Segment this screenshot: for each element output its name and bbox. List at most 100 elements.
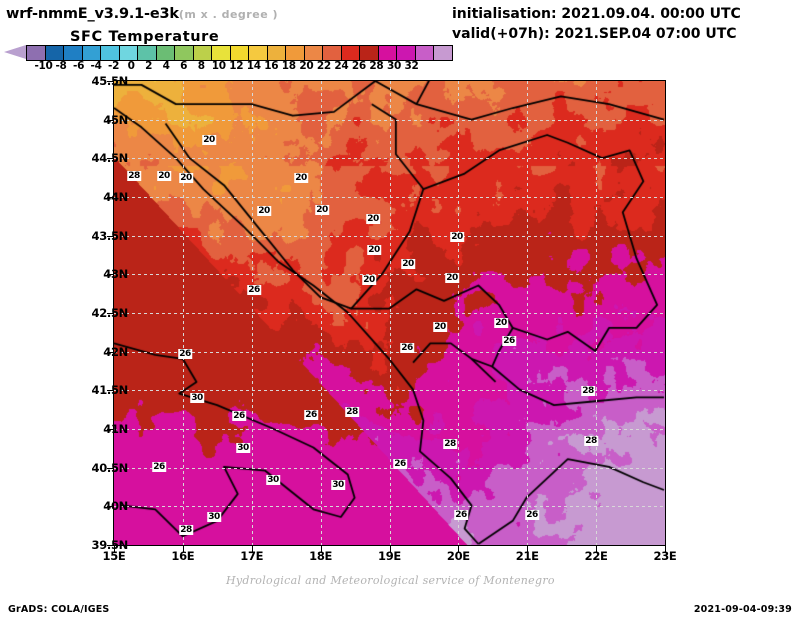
gridline-lat [114, 236, 665, 237]
colorbar-swatch-22 [434, 46, 452, 60]
colorbar-tick-26: 26 [351, 60, 366, 72]
gridline-lat [114, 468, 665, 469]
lat-tick [107, 197, 113, 198]
colorbar: -10 -8 -6 -4 -2 0 2 4 6 8 10 12 14 16 18 20 22 24 26 28 30 32 [4, 45, 453, 75]
contour-label-28: 28 [179, 525, 193, 535]
lon-label-18E: 18E [309, 549, 333, 563]
gridline-lon [596, 81, 597, 545]
colorbar-tick-2: 2 [145, 60, 153, 72]
lon-tick [182, 546, 184, 552]
contour-label-26: 26 [502, 336, 516, 346]
colorbar-tick--2: -2 [108, 60, 120, 72]
colorbar-tick--10: -10 [34, 60, 53, 72]
contour-label-20: 20 [366, 214, 380, 224]
colorbar-tick-22: 22 [316, 60, 331, 72]
lat-tick [107, 467, 113, 469]
contour-label-20: 20 [450, 232, 464, 242]
lon-tick [527, 546, 529, 552]
contour-label-28: 28 [443, 439, 457, 449]
valid-time: valid(+07h): 2021.SEP.04 07:00 UTC [452, 26, 737, 42]
lon-label-17E: 17E [240, 549, 264, 563]
colorbar-swatch-16 [323, 46, 342, 60]
lon-tick [114, 546, 115, 552]
contour-label-20: 20 [401, 259, 415, 269]
lon-label-15E: 15E [102, 549, 126, 563]
colorbar-swatch-19 [378, 46, 398, 60]
lon-tick [596, 546, 598, 552]
lat-tick [107, 313, 113, 314]
lat-tick [107, 158, 113, 160]
render-timestamp: 2021-09-04-09:39 [693, 604, 792, 615]
colorbar-tick-10: 10 [211, 60, 226, 72]
contour-label-20: 20 [294, 173, 308, 183]
contour-label-20: 20 [362, 275, 376, 285]
colorbar-swatch-20 [397, 46, 416, 60]
colorbar-tick-20: 20 [299, 60, 314, 72]
model-name: wrf-nmmE_v3.9.1-e3k [6, 6, 179, 22]
colorbar-tick--6: -6 [73, 60, 85, 72]
lat-tick [107, 81, 113, 82]
contour-label-26: 26 [454, 510, 468, 520]
contour-label-26: 26 [152, 462, 166, 472]
colorbar-underflow-arrow-icon [4, 45, 26, 59]
colorbar-swatch-8 [175, 46, 194, 60]
lat-tick [107, 351, 113, 353]
lon-label-19E: 19E [378, 549, 401, 563]
lat-tick [107, 119, 113, 121]
contour-label-20: 20 [157, 171, 171, 181]
colorbar-swatch-7 [156, 46, 176, 60]
lat-tick [107, 429, 113, 430]
lat-tick [107, 545, 113, 546]
contour-label-28: 28 [584, 436, 598, 446]
gridline-lon [390, 81, 391, 545]
contour-label-28: 28 [345, 407, 359, 417]
lon-tick [665, 546, 666, 552]
lon-tick [389, 546, 391, 552]
colorbar-swatch-0 [27, 46, 46, 60]
gridline-lon [183, 81, 184, 545]
contour-label-26: 26 [247, 285, 261, 295]
lon-label-20E: 20E [446, 549, 470, 563]
colorbar-swatch-15 [304, 46, 324, 60]
colorbar-swatch-21 [415, 46, 435, 60]
map-plot-area: 20 28 20 20 20 20 20 20 20 20 26 20 20 20 20 20 26 26 26 26… [113, 80, 666, 546]
lat-label-45N: 45N [103, 112, 128, 127]
lon-tick [320, 546, 322, 552]
colorbar-swatch-4 [101, 46, 120, 60]
contour-label-26: 26 [525, 510, 539, 520]
agency-credit: Hydrological and Meteorological service … [226, 574, 555, 587]
lon-tick [251, 546, 253, 552]
contour-label-30: 30 [236, 443, 250, 453]
initialisation-time: initialisation: 2021.09.04. 00:00 UTC [452, 6, 741, 22]
lat-label-42N: 42N [103, 344, 128, 359]
colorbar-tick-30: 30 [386, 60, 401, 72]
colorbar-tick-0: 0 [127, 60, 135, 72]
contour-label-30: 30 [266, 475, 280, 485]
gridline-lon [321, 81, 322, 545]
colorbar-tick-16: 16 [264, 60, 279, 72]
lon-label-22E: 22E [584, 549, 608, 563]
gridline-lat [114, 352, 665, 353]
colorbar-swatch-3 [82, 46, 102, 60]
grads-attribution: GrADS: COLA/IGES [8, 604, 110, 615]
lat-label-41N: 41N [103, 422, 128, 436]
lat-label-40N: 40N [103, 499, 128, 514]
contour-label-20: 20 [367, 245, 381, 255]
contour-label-20: 20 [257, 206, 271, 216]
colorbar-tick-12: 12 [229, 60, 244, 72]
colorbar-tick-14: 14 [246, 60, 261, 72]
colorbar-tick-24: 24 [334, 60, 349, 72]
colorbar-swatch-10 [212, 46, 231, 60]
contour-label-30: 30 [190, 393, 204, 403]
lon-label-16E: 16E [171, 549, 195, 563]
lon-label-21E: 21E [515, 549, 539, 563]
colorbar-swatch-14 [286, 46, 305, 60]
contour-label-20: 20 [179, 173, 193, 183]
gridline-lon [458, 81, 459, 545]
contour-label-26: 26 [400, 343, 414, 353]
gridline-lat [114, 506, 665, 507]
lon-tick [458, 546, 460, 552]
gridline-lat [114, 158, 665, 159]
colorbar-swatch-13 [267, 46, 287, 60]
gridline-lon [527, 81, 528, 545]
